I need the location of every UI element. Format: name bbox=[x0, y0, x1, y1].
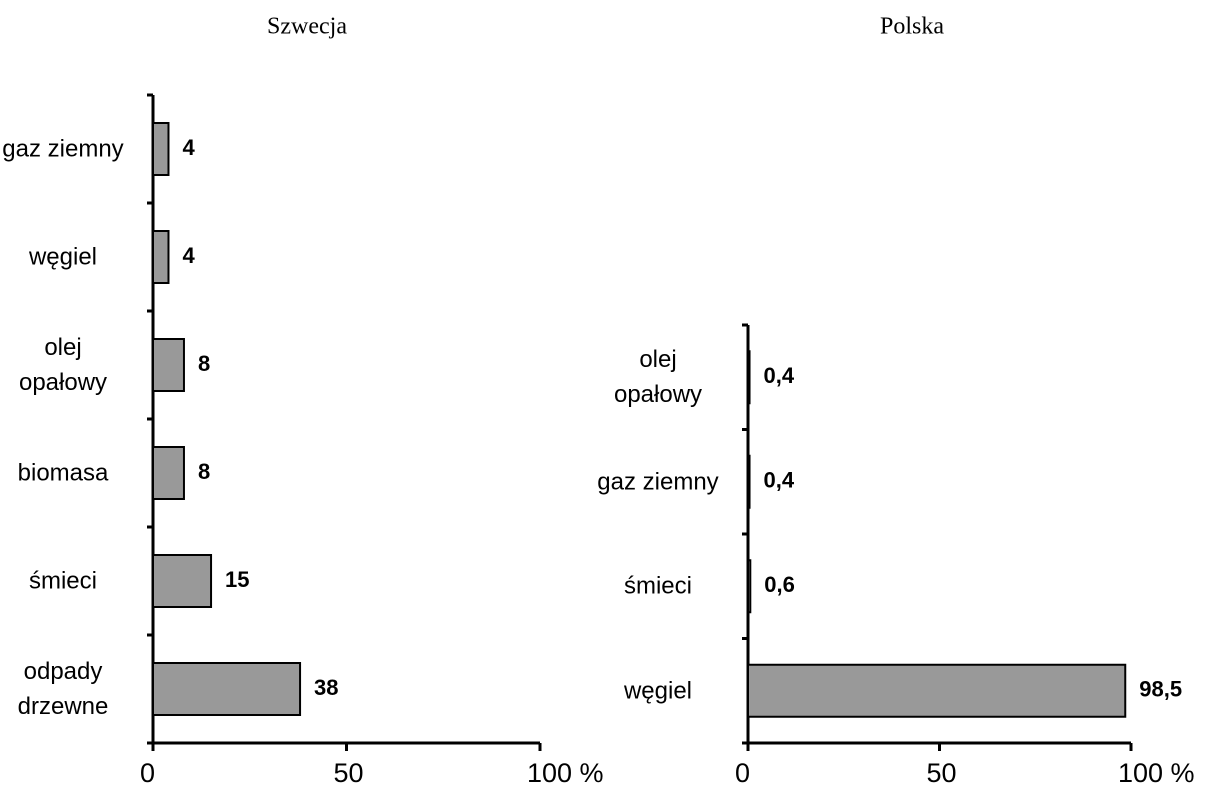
bar bbox=[152, 662, 302, 716]
bar bbox=[152, 122, 170, 176]
value-label: 0,6 bbox=[764, 572, 795, 597]
value-label: 15 bbox=[225, 567, 249, 592]
value-label: 8 bbox=[198, 351, 210, 376]
x-tick-label: 0 bbox=[735, 758, 750, 788]
category-label: węgiel bbox=[28, 243, 98, 271]
bar bbox=[747, 663, 1127, 718]
bar bbox=[747, 350, 751, 405]
category-label: biomasa bbox=[17, 459, 109, 487]
category-label: odpady drzewne bbox=[17, 658, 109, 720]
x-tick-label: 50 bbox=[927, 758, 957, 788]
category-label: olej opałowy bbox=[18, 334, 108, 396]
bar bbox=[747, 454, 751, 509]
value-label: 0,4 bbox=[764, 363, 795, 388]
bar bbox=[152, 446, 185, 500]
chart-title: Polska bbox=[880, 14, 944, 40]
bar bbox=[747, 559, 752, 614]
category-label: gaz ziemny bbox=[597, 468, 719, 496]
value-label: 4 bbox=[182, 135, 195, 160]
value-label: 8 bbox=[198, 459, 210, 484]
x-tick-label: 50 bbox=[334, 758, 364, 788]
chart-title: Szwecja bbox=[267, 14, 347, 40]
category-label: węgiel bbox=[623, 677, 693, 705]
value-label: 38 bbox=[314, 675, 338, 700]
value-label: 98,5 bbox=[1139, 677, 1182, 702]
category-label: olej opałowy bbox=[613, 346, 703, 409]
category-label: gaz ziemny bbox=[2, 135, 124, 163]
x-tick-label: 100 % bbox=[527, 758, 604, 788]
bar bbox=[152, 338, 185, 392]
bar bbox=[152, 230, 170, 284]
value-label: 4 bbox=[182, 243, 195, 268]
x-tick-label: 100 % bbox=[1118, 758, 1195, 788]
x-tick-label: 0 bbox=[140, 758, 155, 788]
value-label: 0,4 bbox=[764, 468, 795, 493]
category-label: śmieci bbox=[28, 567, 97, 595]
category-label: śmieci bbox=[623, 572, 692, 600]
bar bbox=[152, 554, 213, 608]
